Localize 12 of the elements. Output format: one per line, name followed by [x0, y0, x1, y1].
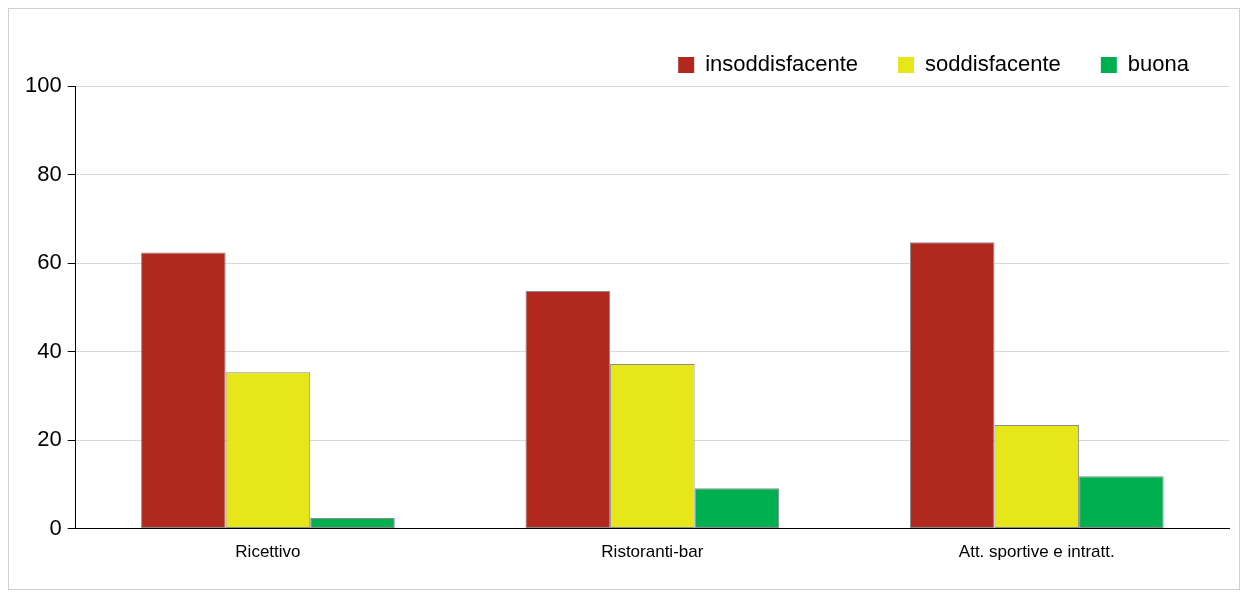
legend-label: buona [1127, 51, 1190, 77]
legend-label: insoddisfacente [705, 51, 859, 77]
y-tick-label: 0 [49, 514, 62, 540]
y-tick-label: 60 [37, 249, 62, 275]
legend-label: soddisfacente [925, 51, 1061, 77]
y-tick-label: 80 [37, 160, 62, 186]
y-tick-label: 20 [37, 426, 62, 452]
x-tick-label: Ricettivo [235, 542, 301, 562]
x-tick-label: Att. sportive e intratt. [958, 542, 1115, 562]
y-tick-label: 40 [37, 337, 62, 363]
y-tick-label: 100 [24, 72, 62, 98]
x-tick-label: Ristoranti-bar [601, 542, 704, 562]
